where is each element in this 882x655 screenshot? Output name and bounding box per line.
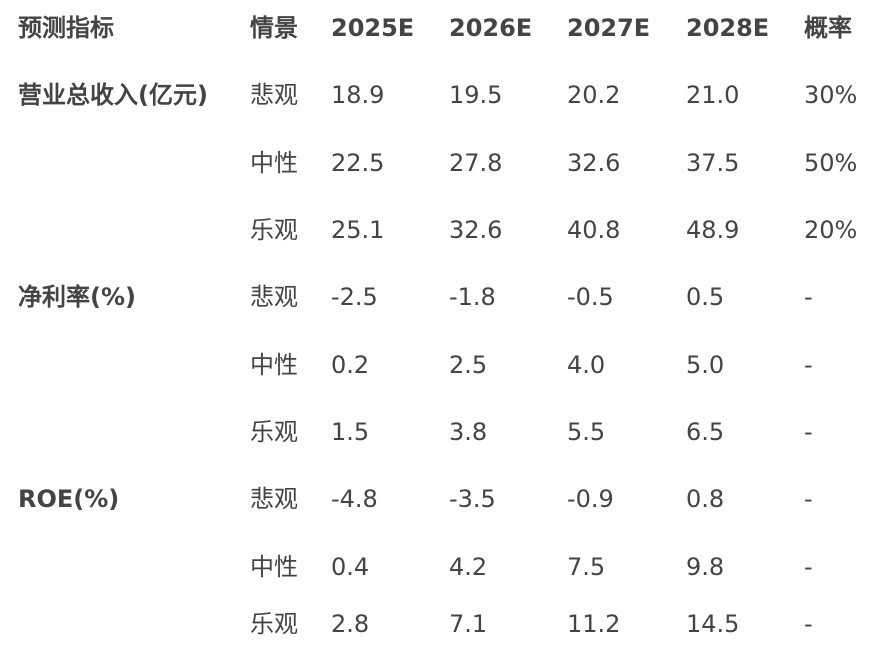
- header-metric: 预测指标: [18, 14, 114, 42]
- value-2027e: 32.6: [567, 149, 621, 177]
- value-2028e: 0.8: [686, 485, 725, 513]
- table-row: 乐观 2.8 7.1 11.2 14.5 -: [0, 596, 882, 652]
- value-2025e: 18.9: [331, 81, 385, 109]
- value-2028e: 9.8: [686, 553, 725, 581]
- probability-value: -: [804, 485, 813, 513]
- header-2025e: 2025E: [331, 14, 415, 42]
- scenario-label: 乐观: [250, 216, 298, 244]
- probability-value: 30%: [804, 81, 858, 109]
- probability-value: -: [804, 418, 813, 446]
- table-row: 中性 22.5 27.8 32.6 37.5 50%: [0, 135, 882, 191]
- value-2028e: 14.5: [686, 610, 740, 638]
- value-2028e: 6.5: [686, 418, 725, 446]
- scenario-label: 乐观: [250, 610, 298, 638]
- table-row: 中性 0.4 4.2 7.5 9.8 -: [0, 539, 882, 595]
- table-row: ROE(%) 悲观 -4.8 -3.5 -0.9 0.8 -: [0, 471, 882, 527]
- header-scenario: 情景: [250, 14, 298, 42]
- header-probability: 概率: [804, 14, 852, 42]
- scenario-label: 中性: [250, 149, 298, 177]
- metric-label: 净利率(%): [18, 283, 136, 311]
- probability-value: -: [804, 351, 813, 379]
- value-2025e: 1.5: [331, 418, 370, 446]
- table-row: 净利率(%) 悲观 -2.5 -1.8 -0.5 0.5 -: [0, 269, 882, 325]
- metric-label: 营业总收入(亿元): [18, 81, 208, 109]
- value-2027e: 7.5: [567, 553, 606, 581]
- value-2028e: 37.5: [686, 149, 740, 177]
- header-2028e: 2028E: [686, 14, 770, 42]
- value-2026e: 27.8: [449, 149, 503, 177]
- value-2027e: 11.2: [567, 610, 621, 638]
- value-2025e: -4.8: [331, 485, 378, 513]
- scenario-label: 中性: [250, 553, 298, 581]
- scenario-label: 中性: [250, 351, 298, 379]
- value-2027e: -0.9: [567, 485, 614, 513]
- scenario-label: 悲观: [250, 485, 298, 513]
- table-row: 中性 0.2 2.5 4.0 5.0 -: [0, 337, 882, 393]
- scenario-label: 乐观: [250, 418, 298, 446]
- value-2026e: 7.1: [449, 610, 488, 638]
- value-2026e: -3.5: [449, 485, 496, 513]
- scenario-label: 悲观: [250, 283, 298, 311]
- value-2025e: 2.8: [331, 610, 370, 638]
- probability-value: 50%: [804, 149, 858, 177]
- probability-value: -: [804, 610, 813, 638]
- value-2028e: 0.5: [686, 283, 725, 311]
- value-2028e: 21.0: [686, 81, 740, 109]
- table-row: 营业总收入(亿元) 悲观 18.9 19.5 20.2 21.0 30%: [0, 67, 882, 123]
- header-2027e: 2027E: [567, 14, 651, 42]
- table-row: 乐观 1.5 3.8 5.5 6.5 -: [0, 404, 882, 460]
- value-2027e: 20.2: [567, 81, 621, 109]
- value-2025e: 22.5: [331, 149, 385, 177]
- value-2026e: 32.6: [449, 216, 503, 244]
- probability-value: -: [804, 553, 813, 581]
- value-2026e: 4.2: [449, 553, 488, 581]
- value-2027e: -0.5: [567, 283, 614, 311]
- header-row: 预测指标 情景 2025E 2026E 2027E 2028E 概率: [0, 0, 882, 56]
- value-2027e: 5.5: [567, 418, 606, 446]
- table-row: 乐观 25.1 32.6 40.8 48.9 20%: [0, 202, 882, 258]
- value-2026e: 3.8: [449, 418, 488, 446]
- value-2025e: 0.4: [331, 553, 370, 581]
- scenario-label: 悲观: [250, 81, 298, 109]
- value-2027e: 40.8: [567, 216, 621, 244]
- value-2028e: 48.9: [686, 216, 740, 244]
- value-2025e: -2.5: [331, 283, 378, 311]
- probability-value: -: [804, 283, 813, 311]
- metric-label: ROE(%): [18, 485, 120, 513]
- value-2026e: 2.5: [449, 351, 488, 379]
- probability-value: 20%: [804, 216, 858, 244]
- header-2026e: 2026E: [449, 14, 533, 42]
- value-2028e: 5.0: [686, 351, 725, 379]
- value-2025e: 25.1: [331, 216, 385, 244]
- value-2026e: 19.5: [449, 81, 503, 109]
- value-2027e: 4.0: [567, 351, 606, 379]
- value-2026e: -1.8: [449, 283, 496, 311]
- value-2025e: 0.2: [331, 351, 370, 379]
